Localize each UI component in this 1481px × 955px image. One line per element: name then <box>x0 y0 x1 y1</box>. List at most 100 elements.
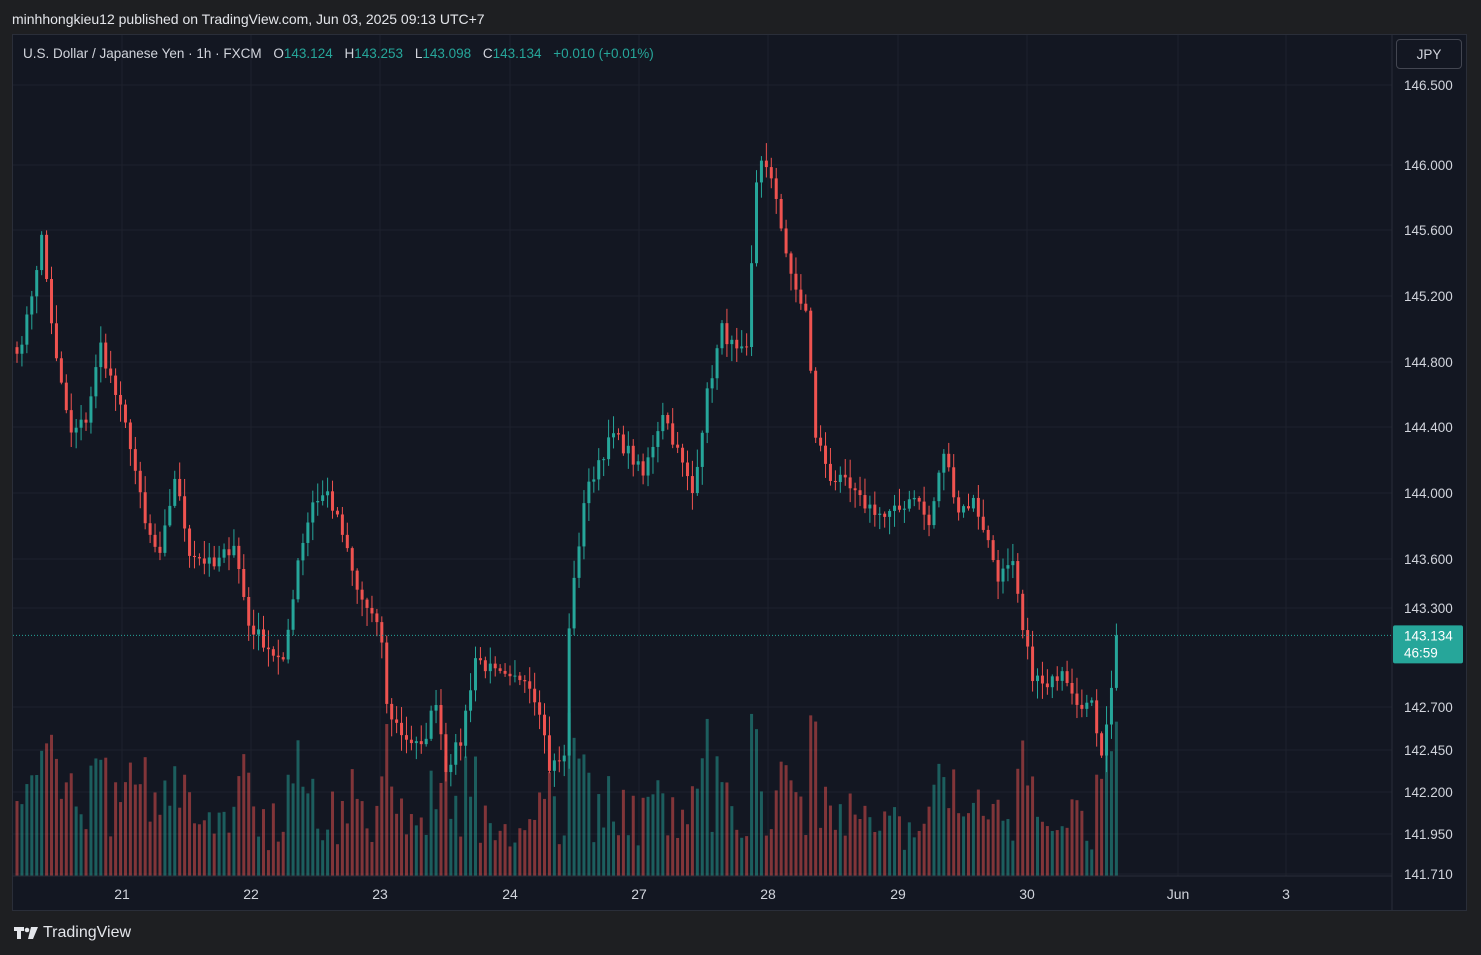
time-tick-label: 24 <box>502 886 518 902</box>
volume-bar <box>232 806 236 876</box>
tradingview-brand[interactable]: TradingView <box>14 924 131 942</box>
volume-bar <box>89 765 93 876</box>
time-axis[interactable]: 21 22 23 24 27 28 29 30 Jun 3 <box>114 886 1290 902</box>
last-price-badge <box>1393 625 1463 664</box>
candle-body <box>1070 682 1074 694</box>
candle-body <box>40 234 44 271</box>
volume-bar <box>1001 820 1005 876</box>
candle-body <box>626 445 630 454</box>
volume-bar <box>227 832 231 876</box>
volume-bar <box>202 820 206 876</box>
volume-bar <box>321 840 325 876</box>
volume-bar <box>966 813 970 876</box>
candle-body <box>513 675 517 677</box>
volume-bar <box>962 816 966 876</box>
candle-body <box>942 453 946 473</box>
volume-bar <box>715 756 719 876</box>
volume-bar <box>597 794 601 876</box>
volume-bar <box>1031 776 1035 876</box>
volume-bar <box>883 811 887 876</box>
candle-body <box>523 680 527 682</box>
volume-bar <box>533 819 537 876</box>
candle-body <box>725 323 729 345</box>
candle-body <box>247 596 251 626</box>
volume-bar <box>971 802 975 876</box>
volume-bar <box>242 754 246 876</box>
candle-body <box>79 419 83 428</box>
candle-body <box>868 504 872 509</box>
candle-body <box>25 314 29 345</box>
candle-body <box>207 557 211 564</box>
volume-bar <box>779 761 783 876</box>
candle-body <box>528 681 532 689</box>
price-axis[interactable]: 146.500 146.000 145.600 145.200 144.800 144.4… <box>1404 78 1453 882</box>
price-tick-label: 141.710 <box>1404 867 1453 882</box>
candle-body <box>222 549 226 558</box>
volume-bar <box>1114 721 1118 876</box>
candle-body <box>498 668 502 671</box>
candle-body <box>192 555 196 558</box>
candle-body <box>395 719 399 723</box>
volume-bar <box>385 724 389 876</box>
candle-body <box>858 490 862 496</box>
candle-body <box>69 410 73 433</box>
volume-bar <box>602 827 606 876</box>
candle-body <box>335 510 339 515</box>
volume-bar <box>1109 751 1113 876</box>
candle-body <box>685 462 689 477</box>
volume-bar <box>547 772 551 876</box>
volume-bar <box>755 729 758 876</box>
price-tick-label: 142.450 <box>1404 743 1453 758</box>
candle-body <box>464 710 468 746</box>
chart-frame[interactable]: U.S. Dollar / Japanese Yen · 1h · FXCM O… <box>12 34 1467 911</box>
candle-body <box>503 670 507 674</box>
candle-body <box>478 658 482 661</box>
candle-body <box>671 423 675 445</box>
volume-bar <box>286 774 290 876</box>
volume-bar <box>626 835 630 876</box>
candle-body <box>54 323 58 359</box>
candle-body <box>1016 561 1020 594</box>
candle-body <box>799 289 803 304</box>
tradingview-logo-icon <box>14 927 38 939</box>
volume-bar <box>400 798 404 876</box>
candle-body <box>824 445 828 464</box>
candle-body <box>1114 635 1118 688</box>
brand-label: TradingView <box>43 924 132 941</box>
volume-bar <box>735 829 739 876</box>
candle-body <box>266 647 270 650</box>
volume-bar <box>690 786 694 876</box>
candle-body <box>488 663 492 672</box>
volume-bar <box>331 791 335 876</box>
volume-bar <box>720 782 724 876</box>
candle-body <box>838 474 842 483</box>
volume-bar <box>991 803 995 876</box>
volume-bar <box>799 796 803 876</box>
candle-body <box>483 660 487 672</box>
candle-body <box>390 703 394 720</box>
currency-button[interactable]: JPY <box>1396 39 1462 69</box>
time-tick-label: 29 <box>890 886 906 902</box>
volume-bar <box>513 842 517 876</box>
candle-body <box>419 741 423 745</box>
volume-bar <box>1026 785 1030 876</box>
volume-bar <box>163 780 167 876</box>
volume-bar <box>212 833 216 876</box>
candle-body <box>779 198 783 229</box>
volume-bar <box>902 849 906 876</box>
time-tick-label: 22 <box>243 886 259 902</box>
candle-body <box>755 182 758 264</box>
volume-bar <box>893 807 897 876</box>
close-label: C <box>482 46 493 61</box>
candle-body <box>991 540 995 561</box>
volume-bar <box>247 772 251 876</box>
candle-body <box>409 739 413 744</box>
candle-body <box>429 710 433 739</box>
low-value: 143.098 <box>422 46 472 61</box>
candle-body <box>227 549 231 556</box>
candle-body <box>168 505 172 526</box>
candle-body <box>173 478 177 506</box>
volume-bar <box>897 816 901 876</box>
candle-body <box>715 348 719 379</box>
volume-bar <box>271 803 275 876</box>
